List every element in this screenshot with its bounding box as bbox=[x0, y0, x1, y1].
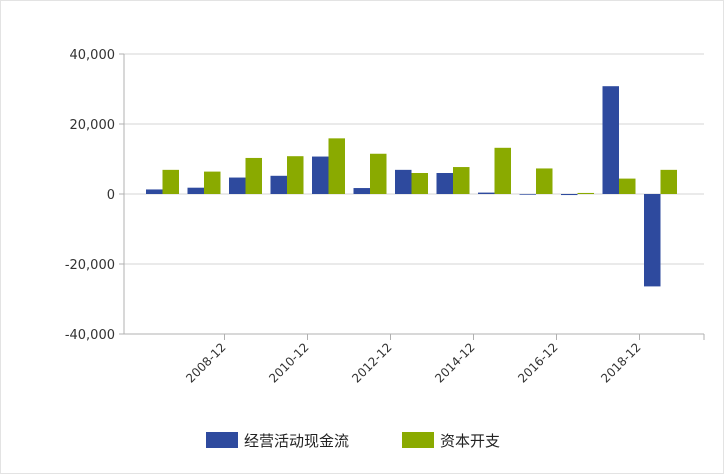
bar-operating-cashflow bbox=[395, 169, 412, 194]
bar-capex bbox=[245, 157, 262, 194]
bar-operating-cashflow bbox=[146, 189, 163, 194]
bar-capex bbox=[660, 169, 677, 194]
bar-operating-cashflow bbox=[353, 188, 370, 194]
bar-operating-cashflow bbox=[270, 175, 287, 194]
bar-capex bbox=[536, 168, 553, 194]
y-tick-label: 0 bbox=[107, 188, 115, 203]
bar-capex bbox=[287, 156, 304, 194]
bar-capex bbox=[328, 138, 345, 194]
legend-label: 经营活动现金流 bbox=[244, 432, 349, 450]
legend: 经营活动现金流 资本开支 bbox=[206, 432, 500, 450]
bar-operating-cashflow bbox=[187, 187, 204, 194]
bar-operating-cashflow bbox=[644, 194, 661, 287]
legend-swatch bbox=[402, 432, 434, 448]
x-tick-label: 2016-12 bbox=[515, 340, 560, 385]
legend-item[interactable]: 资本开支 bbox=[402, 432, 500, 450]
y-axis-ticks: 40,000 20,000 0 -20,000 -40,000 bbox=[65, 48, 115, 343]
bar-capex bbox=[162, 169, 179, 194]
bar-capex bbox=[494, 147, 511, 194]
bars bbox=[146, 86, 677, 287]
y-tick-label: -20,000 bbox=[65, 258, 115, 273]
bar-capex bbox=[577, 192, 594, 194]
legend-item[interactable]: 经营活动现金流 bbox=[206, 432, 349, 450]
bar-capex bbox=[204, 171, 221, 194]
axes bbox=[119, 53, 705, 340]
bar-operating-cashflow bbox=[312, 156, 329, 194]
bar-operating-cashflow bbox=[229, 177, 246, 194]
legend-label: 资本开支 bbox=[440, 432, 500, 450]
x-tick-label: 2010-12 bbox=[266, 340, 311, 385]
y-tick-label: 20,000 bbox=[70, 118, 116, 133]
bar-capex bbox=[370, 153, 387, 194]
x-tick-label: 2012-12 bbox=[349, 340, 394, 385]
bar-operating-cashflow bbox=[561, 194, 578, 196]
x-tick-label: 2014-12 bbox=[432, 340, 477, 385]
legend-swatch bbox=[206, 432, 238, 448]
bar-operating-cashflow bbox=[602, 86, 619, 194]
y-tick-label: 40,000 bbox=[70, 48, 116, 63]
y-tick-label: -40,000 bbox=[65, 328, 115, 343]
bar-operating-cashflow bbox=[436, 173, 453, 194]
x-tick-label: 2018-12 bbox=[598, 340, 643, 385]
x-axis-ticks: 2008-12 2010-12 2012-12 2014-12 2016-12 2018-… bbox=[183, 340, 643, 385]
bar-operating-cashflow bbox=[478, 192, 495, 194]
bar-capex bbox=[411, 173, 428, 194]
bar-capex bbox=[619, 178, 636, 194]
bar-operating-cashflow bbox=[519, 194, 536, 195]
x-tick-label: 2008-12 bbox=[183, 340, 228, 385]
bar-capex bbox=[453, 167, 470, 194]
